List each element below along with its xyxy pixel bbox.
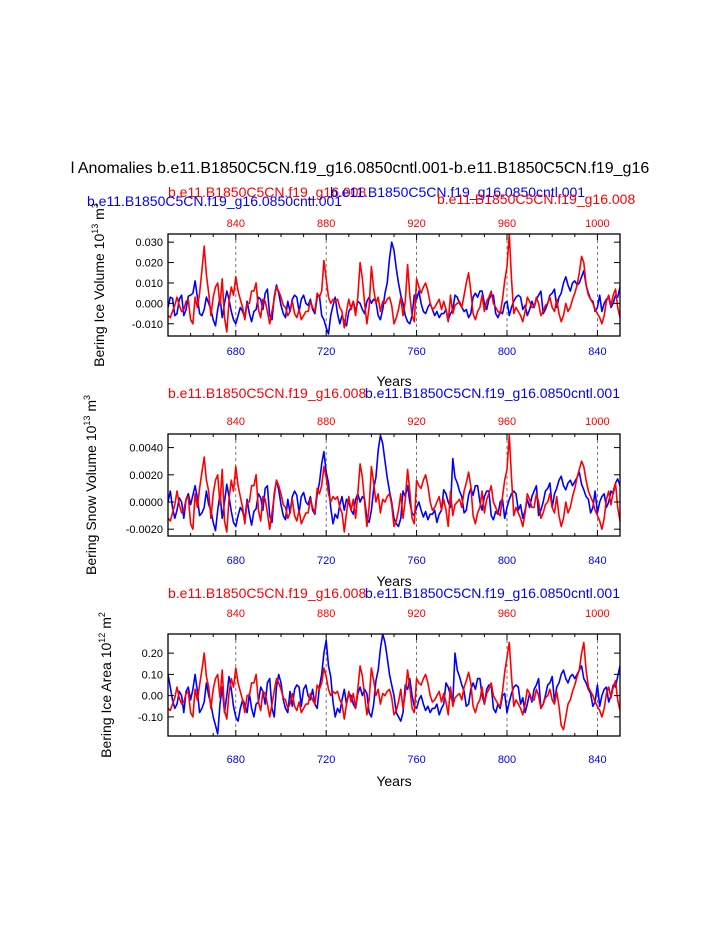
x-tick-label-top: 960 (498, 416, 516, 428)
x-tick-label-bottom: 840 (588, 346, 606, 358)
y-axis-label-unit-exp: 2 (97, 612, 107, 617)
y-axis-label-unit-exp: 3 (90, 203, 100, 208)
series-label-blue: b.e11.B1850C5CN.f19_g16.0850cntl.001 (365, 385, 620, 401)
y-tick-label: 0.010 (135, 278, 163, 290)
chart-panel-snow-volume: 680 720 760 800 840 840 880 920 960 1000 -0.0020 0.… (82, 385, 621, 589)
x-tick-label-top: 920 (407, 218, 425, 230)
y-tick-label: 0.10 (142, 669, 163, 681)
x-axis-label: Years (376, 773, 411, 789)
x-tick-label-bottom: 800 (498, 555, 516, 567)
x-tick-label-bottom: 720 (317, 754, 335, 766)
y-tick-label: 0.0000 (129, 497, 163, 509)
x-tick-label-bottom: 680 (227, 754, 245, 766)
y-axis-label-exp: 12 (97, 633, 107, 643)
x-tick-label-top: 840 (227, 416, 245, 428)
x-tick-label-top: 1000 (585, 416, 609, 428)
y-axis-label-exp: 13 (82, 416, 92, 426)
x-tick-label-bottom: 680 (227, 346, 245, 358)
y-axis-label: Bering Ice Area 1012 m2 (97, 612, 114, 758)
x-axis-label: Years (376, 573, 411, 589)
x-tick-label-top: 960 (498, 608, 516, 620)
x-tick-label-bottom: 720 (317, 555, 335, 567)
y-axis-label-text: Bering Snow Volume 10 (83, 425, 99, 575)
chart-panel-ice-area: 680 720 760 800 840 840 880 920 960 1000 -0.10 0.00… (97, 585, 621, 789)
x-tick-label-top: 920 (407, 416, 425, 428)
x-tick-label-bottom: 760 (407, 754, 425, 766)
x-tick-label-bottom: 800 (498, 754, 516, 766)
x-tick-label-bottom: 840 (588, 754, 606, 766)
x-tick-label-top: 1000 (585, 218, 609, 230)
series-label-blue: b.e11.B1850C5CN.f19_g16.0850cntl.001 (365, 585, 620, 601)
y-tick-label: 0.030 (135, 237, 163, 249)
y-axis-label-unit: m (83, 400, 99, 416)
x-tick-label-top: 880 (317, 416, 335, 428)
x-tick-label-top: 840 (227, 218, 245, 230)
y-tick-label: -0.0020 (126, 524, 163, 536)
x-tick-label-bottom: 760 (407, 346, 425, 358)
y-tick-label: 0.20 (142, 648, 163, 660)
x-tick-label-top: 1000 (585, 608, 609, 620)
x-tick-label-bottom: 800 (498, 346, 516, 358)
series-label-red: b.e11.B1850C5CN.f19_g16.008 (168, 585, 366, 601)
y-tick-label: 0.00 (142, 691, 163, 703)
y-tick-label: 0.020 (135, 258, 163, 270)
series-label-red: b.e11.B1850C5CN.f19_g16.008 (168, 385, 366, 401)
y-axis-label-text: Bering Ice Volume 10 (91, 234, 107, 367)
x-tick-label-top: 840 (227, 608, 245, 620)
y-axis-label-exp: 13 (90, 224, 100, 234)
x-axis-label: Years (376, 373, 411, 389)
y-axis-label: Bering Snow Volume 1013 m3 (82, 395, 99, 575)
x-tick-label-top: 960 (498, 218, 516, 230)
y-axis-label-unit: m (98, 617, 114, 633)
series-line-red (168, 234, 620, 333)
legend-top-label-2: b.e11.B1850C5CN.f19_g16.0850cntl.001 (330, 184, 585, 200)
y-tick-label: 0.0040 (129, 443, 163, 455)
x-tick-label-top: 880 (317, 608, 335, 620)
x-tick-label-bottom: 840 (588, 555, 606, 567)
legend-top-label-3: b.e11.B1850C5CN.f19_g16.0850cntl.001 (87, 193, 342, 209)
y-tick-label: 0.000 (135, 298, 163, 310)
x-tick-label-top: 920 (407, 608, 425, 620)
series-line-red (168, 641, 620, 731)
legend-top-label-1: b.e11.B1850C5CN.f19_g16.008 (168, 184, 366, 200)
x-tick-label-top: 880 (317, 218, 335, 230)
y-axis-label-unit-exp: 3 (82, 395, 92, 400)
x-tick-label-bottom: 720 (317, 346, 335, 358)
series-line-red (168, 434, 620, 533)
chart-panel-ice-volume: 680 720 760 800 840 840 880 920 960 1000 -0.010 0.0… (90, 203, 621, 389)
x-tick-label-bottom: 680 (227, 555, 245, 567)
legend-top-label-4: b.e11.B1850C5CN.f19_g16.008 (437, 191, 635, 207)
y-axis-label: Bering Ice Volume 1013 m3 (90, 203, 107, 367)
figure-title: l Anomalies b.e11.B1850C5CN.f19_g16.0850… (71, 160, 650, 177)
y-tick-label: -0.10 (138, 712, 163, 724)
x-tick-label-bottom: 760 (407, 555, 425, 567)
y-tick-label: -0.010 (132, 319, 163, 331)
y-axis-label-unit: m (91, 208, 107, 224)
y-tick-label: 0.0020 (129, 470, 163, 482)
y-axis-label-text: Bering Ice Area 10 (98, 642, 114, 757)
